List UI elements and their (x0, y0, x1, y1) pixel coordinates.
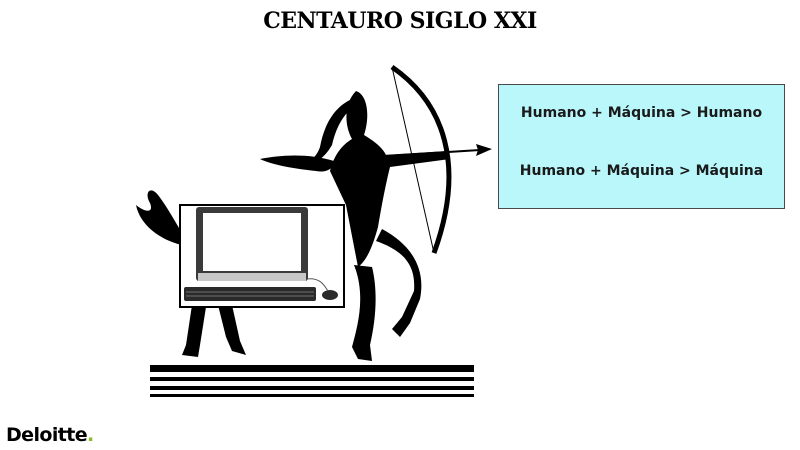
archer-ponytail (298, 99, 356, 167)
arrow-head (476, 144, 492, 156)
arrow-shaft (335, 149, 481, 160)
comparison-line-2: Humano + Máquina > Máquina (519, 163, 764, 179)
hind-legs (182, 305, 246, 357)
front-legs (352, 229, 422, 361)
archer-torso (330, 91, 450, 267)
computer-frame (179, 204, 345, 308)
tail-shape (136, 190, 182, 245)
keyboard (184, 287, 316, 301)
monitor-screen (203, 213, 301, 271)
centaur-computer-illustration (136, 64, 492, 397)
deloitte-logo: Deloitte. (6, 424, 94, 446)
mouse (322, 290, 338, 300)
ground-lines (150, 365, 474, 397)
logo-dot: . (87, 424, 94, 446)
bowstring (391, 66, 435, 254)
slide-title: CENTAURO SIGLO XXI (263, 8, 537, 34)
bow (390, 64, 452, 254)
archer-rear-arm (260, 155, 334, 172)
comparison-line-1: Humano + Máquina > Humano (520, 105, 763, 121)
comparison-box: Humano + Máquina > Humano Humano + Máqui… (498, 84, 785, 209)
logo-text: Deloitte (6, 424, 88, 446)
